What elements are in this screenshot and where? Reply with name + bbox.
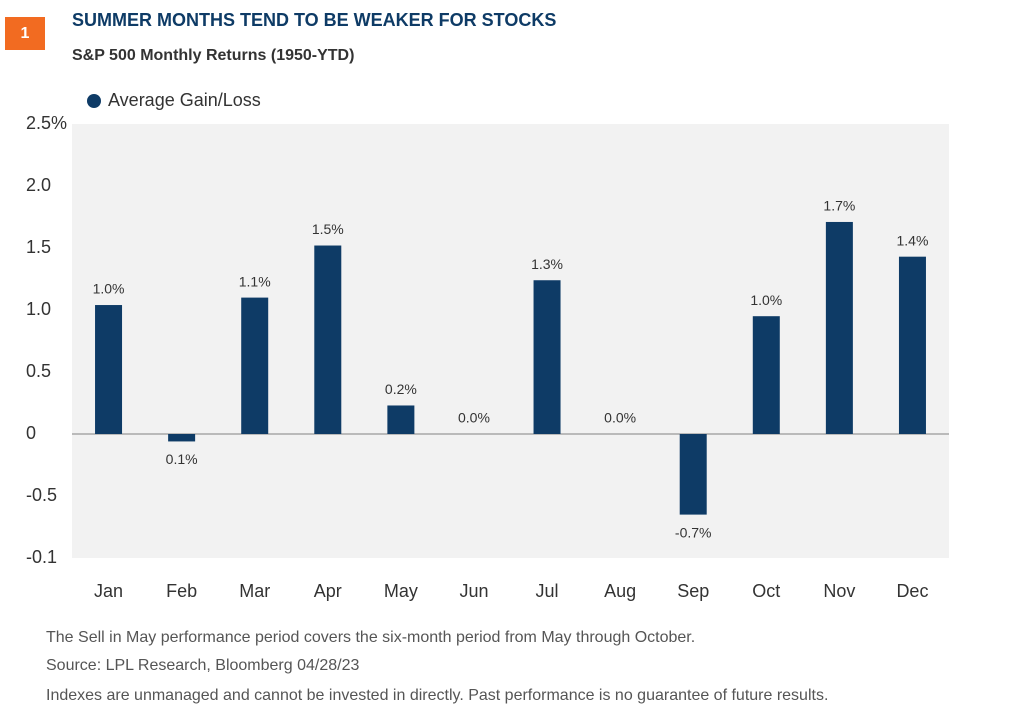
- bar: [241, 297, 269, 434]
- bar: [168, 434, 196, 442]
- plot-area: [72, 124, 949, 558]
- legend-marker: [87, 94, 101, 108]
- value-label: 0.0%: [458, 410, 490, 426]
- bar: [314, 245, 342, 434]
- legend-label: Average Gain/Loss: [108, 90, 261, 110]
- chart-subtitle: S&P 500 Monthly Returns (1950-YTD): [72, 47, 354, 64]
- bar: [533, 280, 561, 434]
- value-label: 0.2%: [385, 381, 417, 397]
- x-tick-label: Sep: [677, 581, 709, 601]
- bar: [752, 316, 780, 434]
- footnote: The Sell in May performance period cover…: [46, 629, 695, 646]
- x-tick-label: Mar: [239, 581, 270, 601]
- value-label: 1.5%: [312, 221, 344, 237]
- y-tick-label: 0: [26, 423, 36, 443]
- value-label: 0.1%: [166, 451, 198, 467]
- bar: [95, 305, 123, 434]
- bar: [825, 221, 853, 434]
- chart-title: SUMMER MONTHS TEND TO BE WEAKER FOR STOC…: [72, 10, 556, 30]
- y-tick-label: 1.0: [26, 299, 51, 319]
- x-tick-label: Jun: [459, 581, 488, 601]
- footnote: Indexes are unmanaged and cannot be inve…: [46, 687, 828, 704]
- x-tick-label: Oct: [752, 581, 780, 601]
- x-tick-label: Aug: [604, 581, 636, 601]
- x-tick-label: Dec: [896, 581, 928, 601]
- value-label: 1.1%: [239, 273, 271, 289]
- value-label: 1.7%: [823, 198, 855, 214]
- y-tick-label: 1.5: [26, 237, 51, 257]
- badge: 1: [21, 25, 30, 42]
- value-label: 1.3%: [531, 256, 563, 272]
- y-tick-label: 2.0: [26, 175, 51, 195]
- x-tick-label: Jul: [536, 581, 559, 601]
- y-tick-label: -0.1: [26, 547, 57, 567]
- value-label: 1.0%: [93, 281, 125, 297]
- bar: [679, 434, 707, 515]
- footnote: Source: LPL Research, Bloomberg 04/28/23: [46, 657, 359, 674]
- value-label: 1.4%: [896, 232, 928, 248]
- y-tick-label: 2.5%: [26, 113, 67, 133]
- value-label: 0.0%: [604, 410, 636, 426]
- bar: [387, 405, 415, 434]
- x-tick-label: May: [384, 581, 418, 601]
- x-tick-label: Jan: [94, 581, 123, 601]
- x-tick-label: Apr: [314, 581, 342, 601]
- x-tick-label: Nov: [823, 581, 855, 601]
- y-tick-label: -0.5: [26, 485, 57, 505]
- value-label: -0.7%: [675, 524, 712, 540]
- y-tick-label: 0.5: [26, 361, 51, 381]
- badge-box: [5, 17, 45, 50]
- value-label: 1.0%: [750, 292, 782, 308]
- bar: [898, 256, 926, 434]
- x-tick-label: Feb: [166, 581, 197, 601]
